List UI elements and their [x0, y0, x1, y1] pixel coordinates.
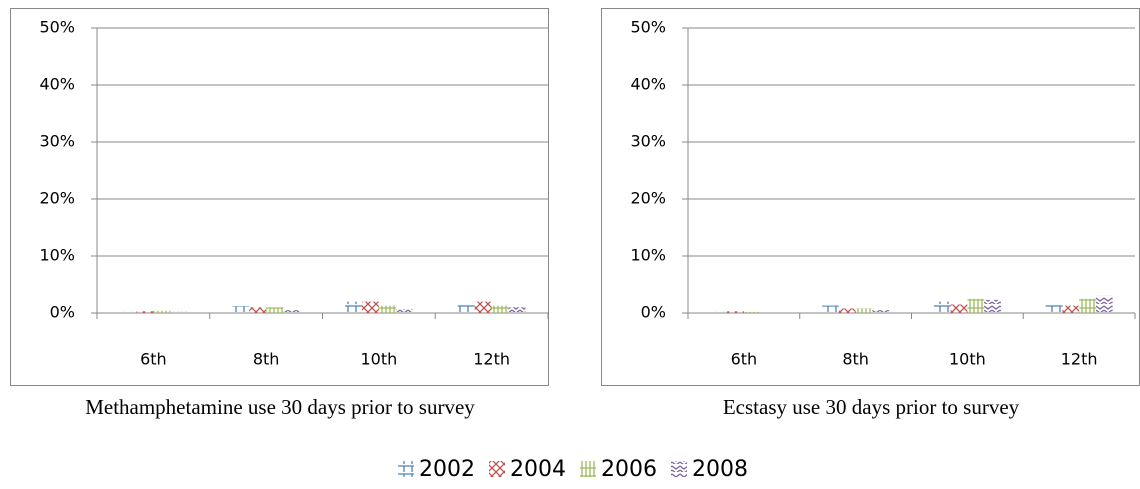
legend-swatch [398, 461, 414, 477]
legend-swatch [489, 461, 505, 477]
bar [855, 308, 873, 313]
bar [491, 305, 509, 313]
y-tick-label: 0% [641, 303, 666, 322]
bar [727, 311, 744, 313]
bar [170, 311, 188, 313]
y-tick-label: 30% [630, 132, 666, 151]
x-tick-label: 6th [731, 350, 758, 369]
legend-swatch [580, 461, 596, 477]
bar [249, 307, 267, 313]
bar [872, 310, 890, 313]
y-tick-label: 20% [630, 189, 666, 208]
bar [266, 307, 284, 313]
y-tick-label: 10% [39, 246, 75, 265]
chart-frame [10, 8, 549, 386]
bar [933, 301, 951, 313]
bar [950, 304, 968, 313]
bar [283, 310, 300, 313]
bar [1062, 305, 1080, 313]
x-tick-label: 6th [140, 350, 167, 369]
x-tick-label: 12th [1061, 350, 1098, 369]
bar [474, 301, 492, 313]
bar [984, 299, 1001, 313]
bar [967, 298, 985, 313]
legend-swatch [671, 461, 687, 477]
y-tick-label: 10% [630, 246, 666, 265]
bar [395, 309, 413, 313]
bar [838, 308, 856, 313]
chart-caption: Ecstasy use 30 days prior to survey [723, 395, 1020, 419]
y-tick-label: 20% [39, 189, 75, 208]
y-tick-label: 40% [39, 75, 75, 94]
y-tick-label: 0% [50, 303, 75, 322]
bar [743, 311, 761, 313]
legend-label: 2002 [419, 457, 475, 482]
y-tick-label: 50% [630, 18, 666, 37]
bar [822, 305, 839, 313]
x-tick-label: 10th [949, 350, 986, 369]
bar [361, 301, 379, 313]
y-tick-label: 50% [39, 18, 75, 37]
bar [378, 305, 396, 313]
bar [119, 311, 137, 313]
chart-caption: Methamphetamine use 30 days prior to sur… [85, 395, 475, 419]
bar [232, 306, 250, 313]
bar [153, 310, 171, 313]
bar [136, 311, 154, 313]
legend-label: 2004 [510, 457, 566, 482]
bar [1045, 304, 1063, 313]
bar [457, 304, 475, 313]
x-tick-label: 8th [253, 350, 280, 369]
x-tick-label: 10th [360, 350, 397, 369]
legend-label: 2006 [601, 457, 657, 482]
y-tick-label: 30% [39, 132, 75, 151]
x-tick-label: 8th [842, 350, 869, 369]
bar [345, 301, 362, 313]
bar [1095, 295, 1113, 313]
bar [1079, 298, 1096, 313]
legend-label: 2008 [692, 457, 748, 482]
chart-frame [601, 8, 1140, 386]
y-tick-label: 40% [630, 75, 666, 94]
bar [710, 311, 728, 313]
bar [508, 307, 526, 313]
bar [760, 312, 778, 313]
x-tick-label: 12th [473, 350, 510, 369]
